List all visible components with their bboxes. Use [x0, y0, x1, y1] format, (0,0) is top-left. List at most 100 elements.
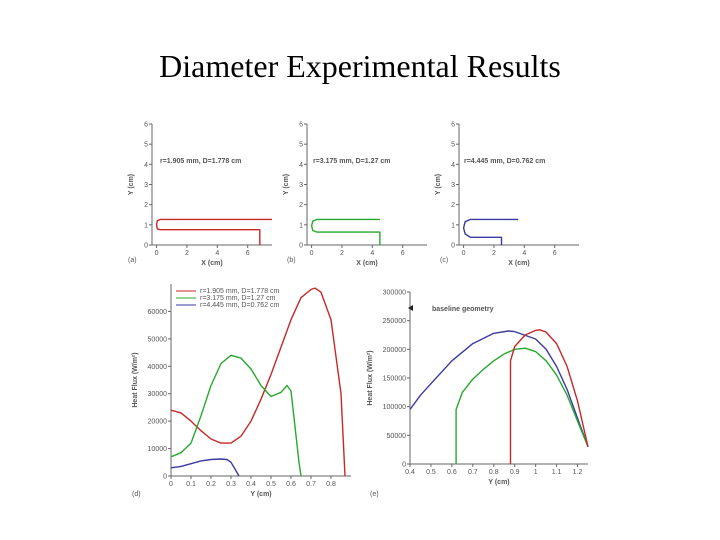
y-tick-label: 1	[144, 222, 148, 229]
y-tick-label: 0	[163, 474, 167, 481]
panel-annotation: r=1.905 mm, D=1.778 cm	[160, 158, 241, 165]
slide-title: Diameter Experimental Results	[159, 48, 561, 84]
panel-annotation: r=4.445 mm, D=0.762 cm	[464, 158, 545, 165]
x-tick-label: 0	[155, 250, 159, 257]
y-tick-label: 4	[299, 162, 303, 169]
y-tick-label: 0	[144, 243, 148, 250]
series-line-green	[455, 347, 589, 464]
y-tick-label: 6	[451, 122, 455, 129]
series-line-red	[170, 287, 346, 477]
y-tick-label: 2	[299, 202, 303, 209]
panel-label: (e)	[370, 491, 379, 498]
y-tick-label: 30000	[148, 391, 168, 398]
y-axis-label: Heat Flux (W/m²)	[367, 350, 374, 405]
y-axis-label: Y (cm)	[128, 174, 135, 195]
x-tick-label: 0.4	[246, 481, 256, 488]
y-tick-label: 20000	[148, 419, 168, 426]
x-tick-label: 0	[310, 250, 314, 257]
x-tick-label: 0.8	[489, 469, 499, 476]
x-tick-label: 1	[534, 469, 538, 476]
legend-entry: r=4.445 mm, D=0.762 cm	[200, 302, 280, 309]
x-tick-label: 0.9	[510, 469, 520, 476]
x-tick-label: 0	[169, 481, 173, 488]
x-axis-label: Y (cm)	[488, 479, 509, 486]
y-axis-label: Y (cm)	[283, 174, 290, 195]
panel-label: (a)	[128, 257, 137, 264]
y-tick-label: 3	[144, 182, 148, 189]
y-tick-label: 4	[451, 162, 455, 169]
chart-legend: r=1.905 mm, D=1.778 cmr=3.175 mm, D=1.27…	[176, 288, 280, 309]
x-tick-label: 0	[462, 250, 466, 257]
x-tick-label: 0.8	[326, 481, 336, 488]
series-line-blue	[462, 218, 519, 245]
x-tick-label: 4	[522, 250, 526, 257]
y-tick-label: 0	[402, 462, 406, 469]
y-tick-label: 50000	[148, 336, 168, 343]
y-tick-label: 2	[451, 202, 455, 209]
y-tick-label: 100000	[383, 404, 406, 411]
y-tick-label: 150000	[383, 376, 406, 383]
x-axis-label: X (cm)	[201, 260, 222, 267]
chart-panel-1: 0 2 4 6 0 1 2 3 4 5 6 X (cm) Y (cm) (a) r=1.905 mm, D=…	[128, 122, 272, 267]
y-tick-label: 6	[144, 122, 148, 129]
legend-entry: r=3.175 mm, D=1.27 cm	[200, 295, 276, 302]
x-tick-label: 0.5	[266, 481, 276, 488]
y-tick-label: 5	[451, 142, 455, 149]
series-line-red	[155, 218, 272, 245]
y-tick-label: 5	[144, 142, 148, 149]
y-tick-label: 50000	[387, 433, 407, 440]
y-tick-label: 250000	[383, 318, 406, 325]
y-tick-label: 3	[451, 182, 455, 189]
y-tick-label: 1	[451, 222, 455, 229]
x-axis-label: X (cm)	[356, 260, 377, 267]
x-tick-label: 2	[185, 250, 189, 257]
x-tick-label: 0.7	[306, 481, 316, 488]
series-line-green	[170, 354, 302, 477]
chart-panel-5: 0.4 0.5 0.6 0.7 0.8 0.9 1 1.1 1.2 0 50000 100000 150…	[367, 290, 589, 498]
y-tick-label: 300000	[383, 290, 406, 297]
y-tick-label: 40000	[148, 364, 168, 371]
x-tick-label: 0.1	[186, 481, 196, 488]
series-line-blue	[409, 330, 589, 448]
x-tick-label: 0.6	[286, 481, 296, 488]
panel-label: (b)	[287, 257, 296, 264]
x-tick-label: 0.5	[426, 469, 436, 476]
x-tick-label: 1.1	[552, 469, 562, 476]
y-tick-label: 0	[451, 243, 455, 250]
x-tick-label: 2	[340, 250, 344, 257]
x-axis-label: Y (cm)	[250, 491, 271, 498]
y-tick-label: 10000	[148, 446, 168, 453]
y-axis-label: Heat Flux (W/m²)	[132, 352, 139, 407]
y-tick-label: 2	[144, 202, 148, 209]
x-tick-label: 4	[370, 250, 374, 257]
x-tick-label: 6	[553, 250, 557, 257]
x-tick-label: 1.2	[573, 469, 583, 476]
series-line-blue	[170, 458, 240, 477]
y-tick-label: 5	[299, 142, 303, 149]
legend-entry: r=1.905 mm, D=1.778 cm	[200, 288, 280, 295]
series-line-green	[310, 218, 381, 245]
y-tick-label: 4	[144, 162, 148, 169]
y-tick-label: 60000	[148, 309, 168, 316]
panel-label: (d)	[132, 491, 141, 498]
chart-panel-3: 0 2 4 6 0 1 2 3 4 5 6 X (cm) Y (cm) (c) r=4.445 mm, D=…	[435, 122, 579, 267]
y-tick-label: 1	[299, 222, 303, 229]
series-line-red	[509, 329, 589, 464]
y-tick-label: 6	[299, 122, 303, 129]
panel-annotation: r=3.175 mm, D=1.27 cm	[313, 158, 390, 165]
panel-annotation: baseline geometry	[432, 306, 494, 313]
x-tick-label: 6	[401, 250, 405, 257]
chart-panel-2: 0 2 4 6 0 1 2 3 4 5 6 X (cm) Y (cm) (b) r=3.175 mm, D=…	[283, 122, 427, 267]
x-tick-label: 0.7	[468, 469, 478, 476]
x-tick-label: 0.2	[206, 481, 216, 488]
y-tick-label: 3	[299, 182, 303, 189]
x-tick-label: 0.3	[226, 481, 236, 488]
y-axis-label: Y (cm)	[435, 174, 442, 195]
y-tick-label: 200000	[383, 347, 406, 354]
chart-panel-4: 0 0.1 0.2 0.3 0.4 0.5 0.6 0.7 0.8 0 10000 20000 3000…	[132, 284, 351, 498]
y-tick-label: 0	[299, 243, 303, 250]
x-tick-label: 4	[215, 250, 219, 257]
x-tick-label: 0.4	[405, 469, 415, 476]
x-tick-label: 2	[492, 250, 496, 257]
